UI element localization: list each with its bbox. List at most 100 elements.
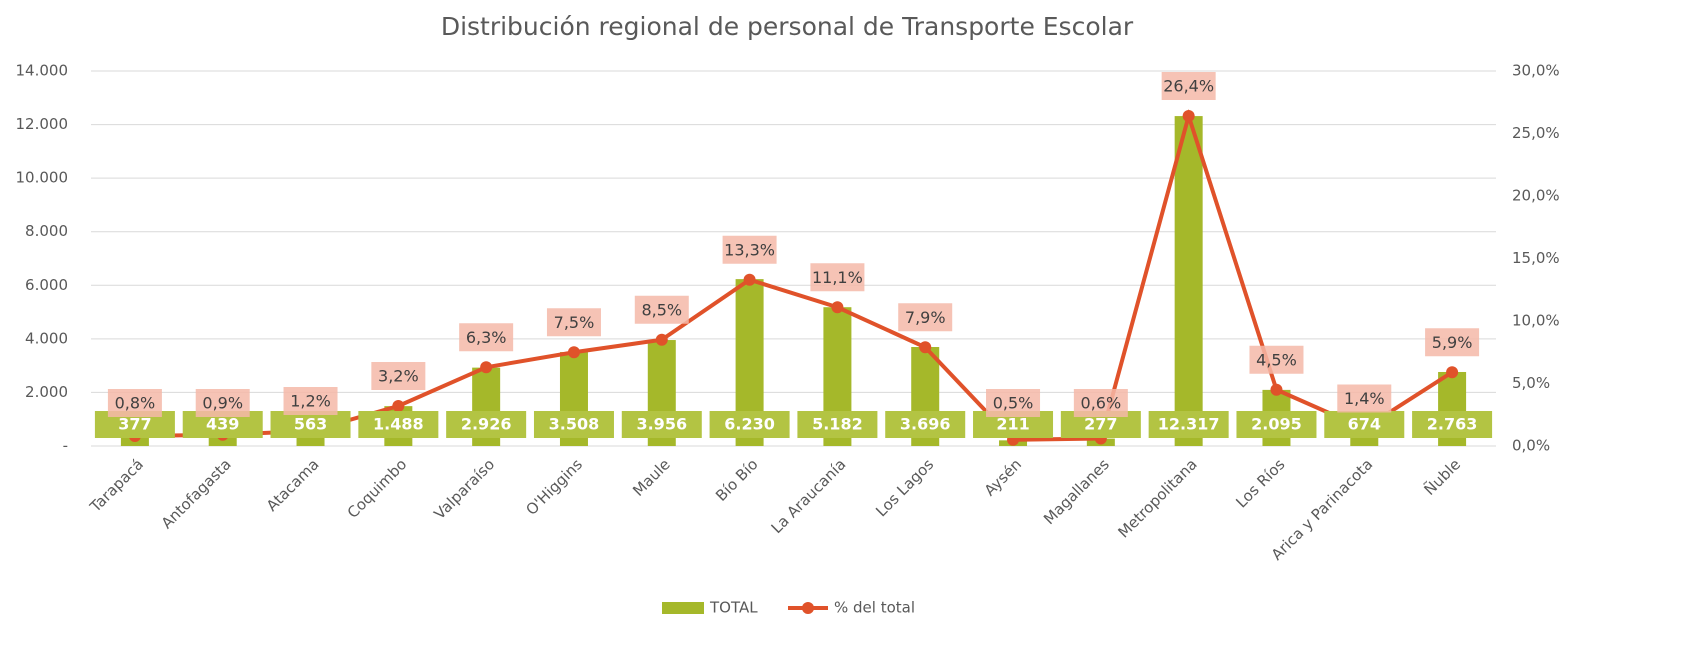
line-label: 11,1%: [812, 268, 863, 287]
y2-tick-label: 5,0%: [1512, 374, 1550, 392]
y2-tick-label: 0,0%: [1512, 437, 1550, 455]
bar-label-box: [270, 411, 351, 438]
y-tick-label: -: [63, 437, 68, 455]
line-label-box: [634, 295, 689, 324]
line-label-box: [459, 323, 514, 352]
y-tick-label: 14.000: [16, 62, 69, 80]
x-tick-label: Los Lagos: [872, 455, 937, 520]
line-label-box: [1249, 345, 1304, 374]
x-tick-label: Antofagasta: [158, 455, 235, 532]
y2-tick-label: 15,0%: [1512, 249, 1560, 267]
line-label-box: [722, 235, 777, 264]
line-label: 7,9%: [905, 308, 946, 327]
line-label: 0,5%: [993, 394, 1034, 413]
line-label: 0,6%: [1081, 394, 1122, 413]
line-marker: [919, 341, 932, 354]
y-tick-label: 12.000: [16, 115, 69, 133]
bar-label: 439: [206, 415, 239, 434]
bar-label: 563: [294, 415, 327, 434]
y2-tick-label: 10,0%: [1512, 312, 1560, 330]
bar-label-box: [621, 411, 702, 438]
bar-label-box: [709, 411, 790, 438]
bar-label-box: [1324, 411, 1405, 438]
x-tick-label: Bío Bío: [712, 455, 762, 505]
bar-label: 5.182: [812, 415, 863, 434]
x-tick-label: Coquimbo: [344, 455, 411, 522]
x-tick-label: Valparaíso: [430, 455, 498, 523]
bar-label: 1.488: [373, 415, 424, 434]
x-tick-label: La Araucanía: [768, 455, 850, 537]
y-tick-label: 8.000: [25, 222, 68, 240]
bar-label: 211: [996, 415, 1029, 434]
x-tick-label: Atacama: [263, 455, 323, 515]
line-label-box: [1337, 384, 1392, 413]
y2-tick-label: 20,0%: [1512, 187, 1560, 205]
line-label-box: [371, 362, 426, 390]
line-marker: [1182, 110, 1195, 122]
line-label-box: [1073, 389, 1128, 417]
y-tick-label: 6.000: [25, 276, 68, 294]
line-label: 5,9%: [1432, 333, 1473, 352]
line-marker: [831, 301, 844, 314]
line-label: 13,3%: [724, 240, 775, 259]
x-tick-label: Ñuble: [1420, 455, 1464, 499]
bar-label-box: [1236, 411, 1317, 438]
legend-label: % del total: [834, 599, 915, 617]
line-label: 26,4%: [1163, 77, 1214, 96]
line: [134, 108, 1454, 442]
line-label: 8,5%: [641, 300, 682, 319]
x-tick-label: Metropolitana: [1114, 455, 1200, 541]
line-label: 1,4%: [1344, 389, 1385, 408]
bar-label: 277: [1084, 415, 1117, 434]
bar-label: 377: [118, 415, 151, 434]
bar-label: 2.926: [461, 415, 512, 434]
legend-swatch: [802, 602, 814, 614]
y-tick-label: 10.000: [16, 169, 69, 187]
bar-label: 674: [1348, 415, 1381, 434]
line-label-box: [1425, 328, 1480, 357]
bar-label-box: [797, 411, 878, 438]
line-label-box: [1161, 72, 1216, 100]
line-marker: [392, 400, 405, 412]
line-marker: [743, 273, 756, 286]
y2-tick-label: 25,0%: [1512, 124, 1560, 142]
bar-label-box: [1148, 411, 1229, 438]
line-label-box: [810, 263, 865, 292]
line-label: 7,5%: [554, 313, 595, 332]
bar-label: 6.230: [724, 415, 775, 434]
line-marker: [567, 346, 580, 359]
line-label: 4,5%: [1256, 350, 1297, 369]
line-label: 1,2%: [290, 392, 331, 411]
line-label-box: [195, 389, 250, 417]
line-marker: [1270, 383, 1283, 396]
legend-swatch: [662, 602, 704, 614]
bar-label-box: [446, 411, 527, 438]
line-label: 0,8%: [115, 394, 156, 413]
line-label-box: [986, 389, 1041, 417]
bar-label-box: [885, 411, 966, 438]
bar-label: 3.956: [636, 415, 687, 434]
bar-label-box: [358, 411, 439, 438]
bar-label: 3.508: [549, 415, 600, 434]
bar-label-box: [533, 411, 614, 438]
x-tick-label: Magallanes: [1040, 455, 1113, 528]
bar-label-box: [1412, 411, 1493, 438]
x-tick-label: Los Ríos: [1232, 455, 1288, 511]
line-marker: [655, 333, 668, 346]
line-label-box: [898, 303, 953, 332]
line-label-box: [546, 308, 601, 337]
line-label-box: [283, 387, 338, 415]
legend-label: TOTAL: [709, 599, 758, 617]
bar-label: 2.095: [1251, 415, 1302, 434]
line-label: 6,3%: [466, 328, 507, 347]
x-tick-label: Aysén: [981, 455, 1025, 499]
bar-label: 2.763: [1427, 415, 1478, 434]
bar-label: 3.696: [900, 415, 951, 434]
chart-title: Distribución regional de personal de Tra…: [441, 12, 1134, 41]
x-tick-label: O'Higgins: [522, 455, 586, 519]
bar: [1174, 116, 1203, 447]
bar-label: 12.317: [1158, 415, 1220, 434]
y2-tick-label: 30,0%: [1512, 62, 1560, 80]
line-label-box: [107, 389, 162, 417]
